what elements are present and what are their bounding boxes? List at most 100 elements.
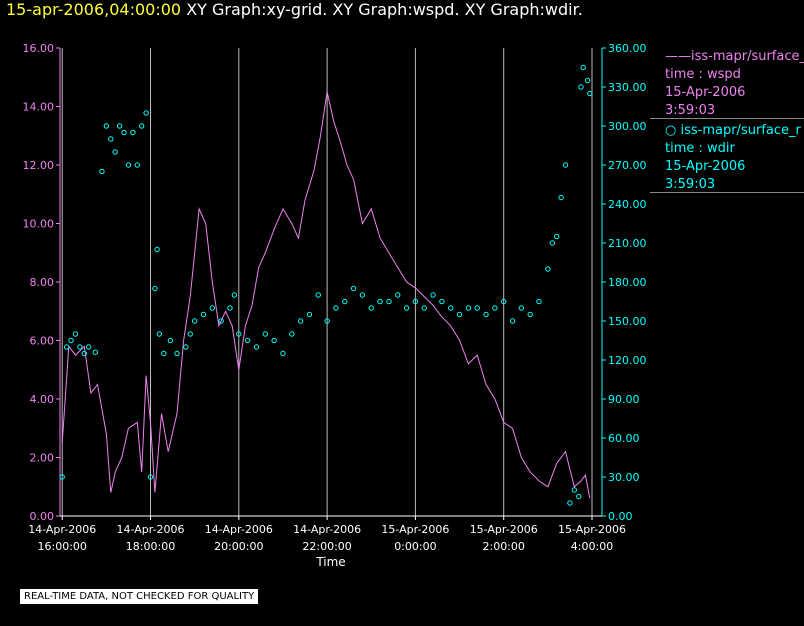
y-right-tick-label: 0.00: [608, 510, 633, 523]
wdir-point: [448, 305, 454, 311]
wdir-point: [121, 129, 127, 136]
legend-date: 15-Apr-2006: [665, 85, 746, 100]
y-left-tick-label: 14.00: [23, 101, 55, 114]
wdir-series: [59, 64, 593, 506]
wdir-point: [587, 90, 593, 97]
wdir-point: [395, 292, 401, 298]
wdir-point: [85, 344, 92, 350]
wdir-point: [143, 110, 149, 116]
legend-divider: [650, 118, 804, 119]
wspd-line: [61, 91, 591, 499]
wdir-point: [103, 123, 110, 129]
x-tick-time: 22:00:00: [302, 540, 351, 553]
wdir-point: [161, 350, 167, 357]
wdir-point: [63, 344, 70, 350]
wdir-point: [562, 162, 569, 168]
wdir-point: [218, 318, 224, 324]
wdir-point: [492, 305, 498, 311]
y-left-tick-label: 4.00: [30, 393, 55, 406]
wdir-point: [439, 298, 445, 305]
legend-label: time : wspd: [665, 67, 741, 82]
wdir-point: [368, 305, 374, 311]
wdir-point: [571, 487, 578, 493]
wdir-point: [200, 311, 207, 318]
wdir-point: [567, 500, 573, 506]
wdir-point: [271, 337, 277, 344]
x-tick-time: 4:00:00: [571, 540, 613, 553]
x-tick-date: 14-Apr-2006: [293, 523, 361, 536]
wdir-point: [483, 311, 489, 318]
legend-date: 15-Apr-2006: [665, 159, 746, 174]
wdir-point: [152, 285, 158, 292]
wdir-point: [386, 298, 392, 305]
y-right-tick-label: 300.00: [608, 120, 647, 133]
wdir-point: [253, 344, 260, 350]
wdir-point: [112, 149, 118, 155]
wdir-point: [350, 285, 357, 292]
wdir-point: [138, 123, 145, 129]
data-quality-note: REAL-TIME DATA, NOT CHECKED FOR QUALITY: [20, 589, 259, 604]
wdir-point: [92, 349, 99, 355]
wdir-point: [174, 350, 180, 357]
y-left-tick-label: 0.00: [30, 510, 55, 523]
wdir-point: [306, 311, 313, 318]
wdir-point: [236, 331, 242, 337]
wdir-point: [116, 123, 123, 129]
legend-source: ——iss-mapr/surface_r: [665, 48, 804, 66]
legend-entry-wdir: ○ iss-mapr/surface_r time : wdir 15-Apr-20…: [665, 122, 801, 194]
wdir-point: [187, 331, 193, 337]
wdir-point: [558, 194, 564, 201]
x-tick-date: 14-Apr-2006: [116, 523, 184, 536]
legend-source-text: iss-mapr/surface_r: [680, 123, 801, 138]
y-right-tick-label: 60.00: [608, 432, 640, 445]
legend-circle-marker: ○: [665, 123, 681, 138]
wdir-point: [81, 350, 87, 357]
legend-entry-wspd: ——iss-mapr/surface_r time : wspd 15-Apr-20…: [665, 48, 804, 120]
wdir-point: [430, 292, 436, 298]
wdir-point: [576, 493, 582, 500]
wdir-point: [147, 474, 154, 480]
wspd-series: [61, 91, 591, 499]
title-timestamp: 15-apr-2006,04:00:00: [6, 0, 182, 19]
wdir-point: [297, 318, 304, 324]
y-right-tick-label: 360.00: [608, 42, 647, 55]
x-tick-date: 15-Apr-2006: [470, 523, 538, 536]
wdir-point: [501, 298, 507, 305]
title-graph-list: XY Graph:xy-grid. XY Graph:wspd. XY Grap…: [186, 0, 583, 19]
wdir-point: [167, 337, 174, 344]
y-right-tick-label: 90.00: [608, 393, 640, 406]
wdir-point: [68, 337, 74, 344]
wdir-point: [227, 305, 233, 311]
wdir-point: [315, 292, 321, 298]
y-left-tick-label: 16.00: [23, 42, 55, 55]
y-left-tick-label: 10.00: [23, 218, 55, 231]
wdir-point: [553, 233, 560, 240]
x-tick-time: 20:00:00: [214, 540, 263, 553]
wdir-point: [209, 305, 216, 311]
wdir-point: [527, 311, 533, 318]
wdir-point: [231, 292, 238, 298]
wdir-point: [72, 331, 79, 337]
wdir-point: [509, 318, 516, 324]
wdir-point: [183, 344, 189, 350]
wdir-point: [154, 246, 160, 253]
wdir-point: [465, 305, 472, 311]
wdir-point: [108, 136, 114, 142]
wdir-point: [545, 266, 551, 272]
y-right-tick-label: 120.00: [608, 354, 647, 367]
wdir-point: [125, 162, 132, 168]
wdir-point: [412, 298, 419, 305]
y-right-tick-label: 210.00: [608, 237, 647, 250]
wdir-point: [262, 331, 268, 337]
x-tick-time: 16:00:00: [38, 540, 87, 553]
wdir-point: [549, 240, 555, 246]
x-tick-date: 14-Apr-2006: [205, 523, 273, 536]
y-left-tick-label: 12.00: [23, 159, 55, 172]
legend-source-text: iss-mapr/surface_r: [691, 49, 804, 64]
wdir-point: [134, 162, 140, 168]
wdir-point: [324, 318, 330, 324]
wdir-point: [403, 305, 410, 311]
wdir-point: [156, 331, 163, 337]
wdir-point: [59, 474, 65, 480]
